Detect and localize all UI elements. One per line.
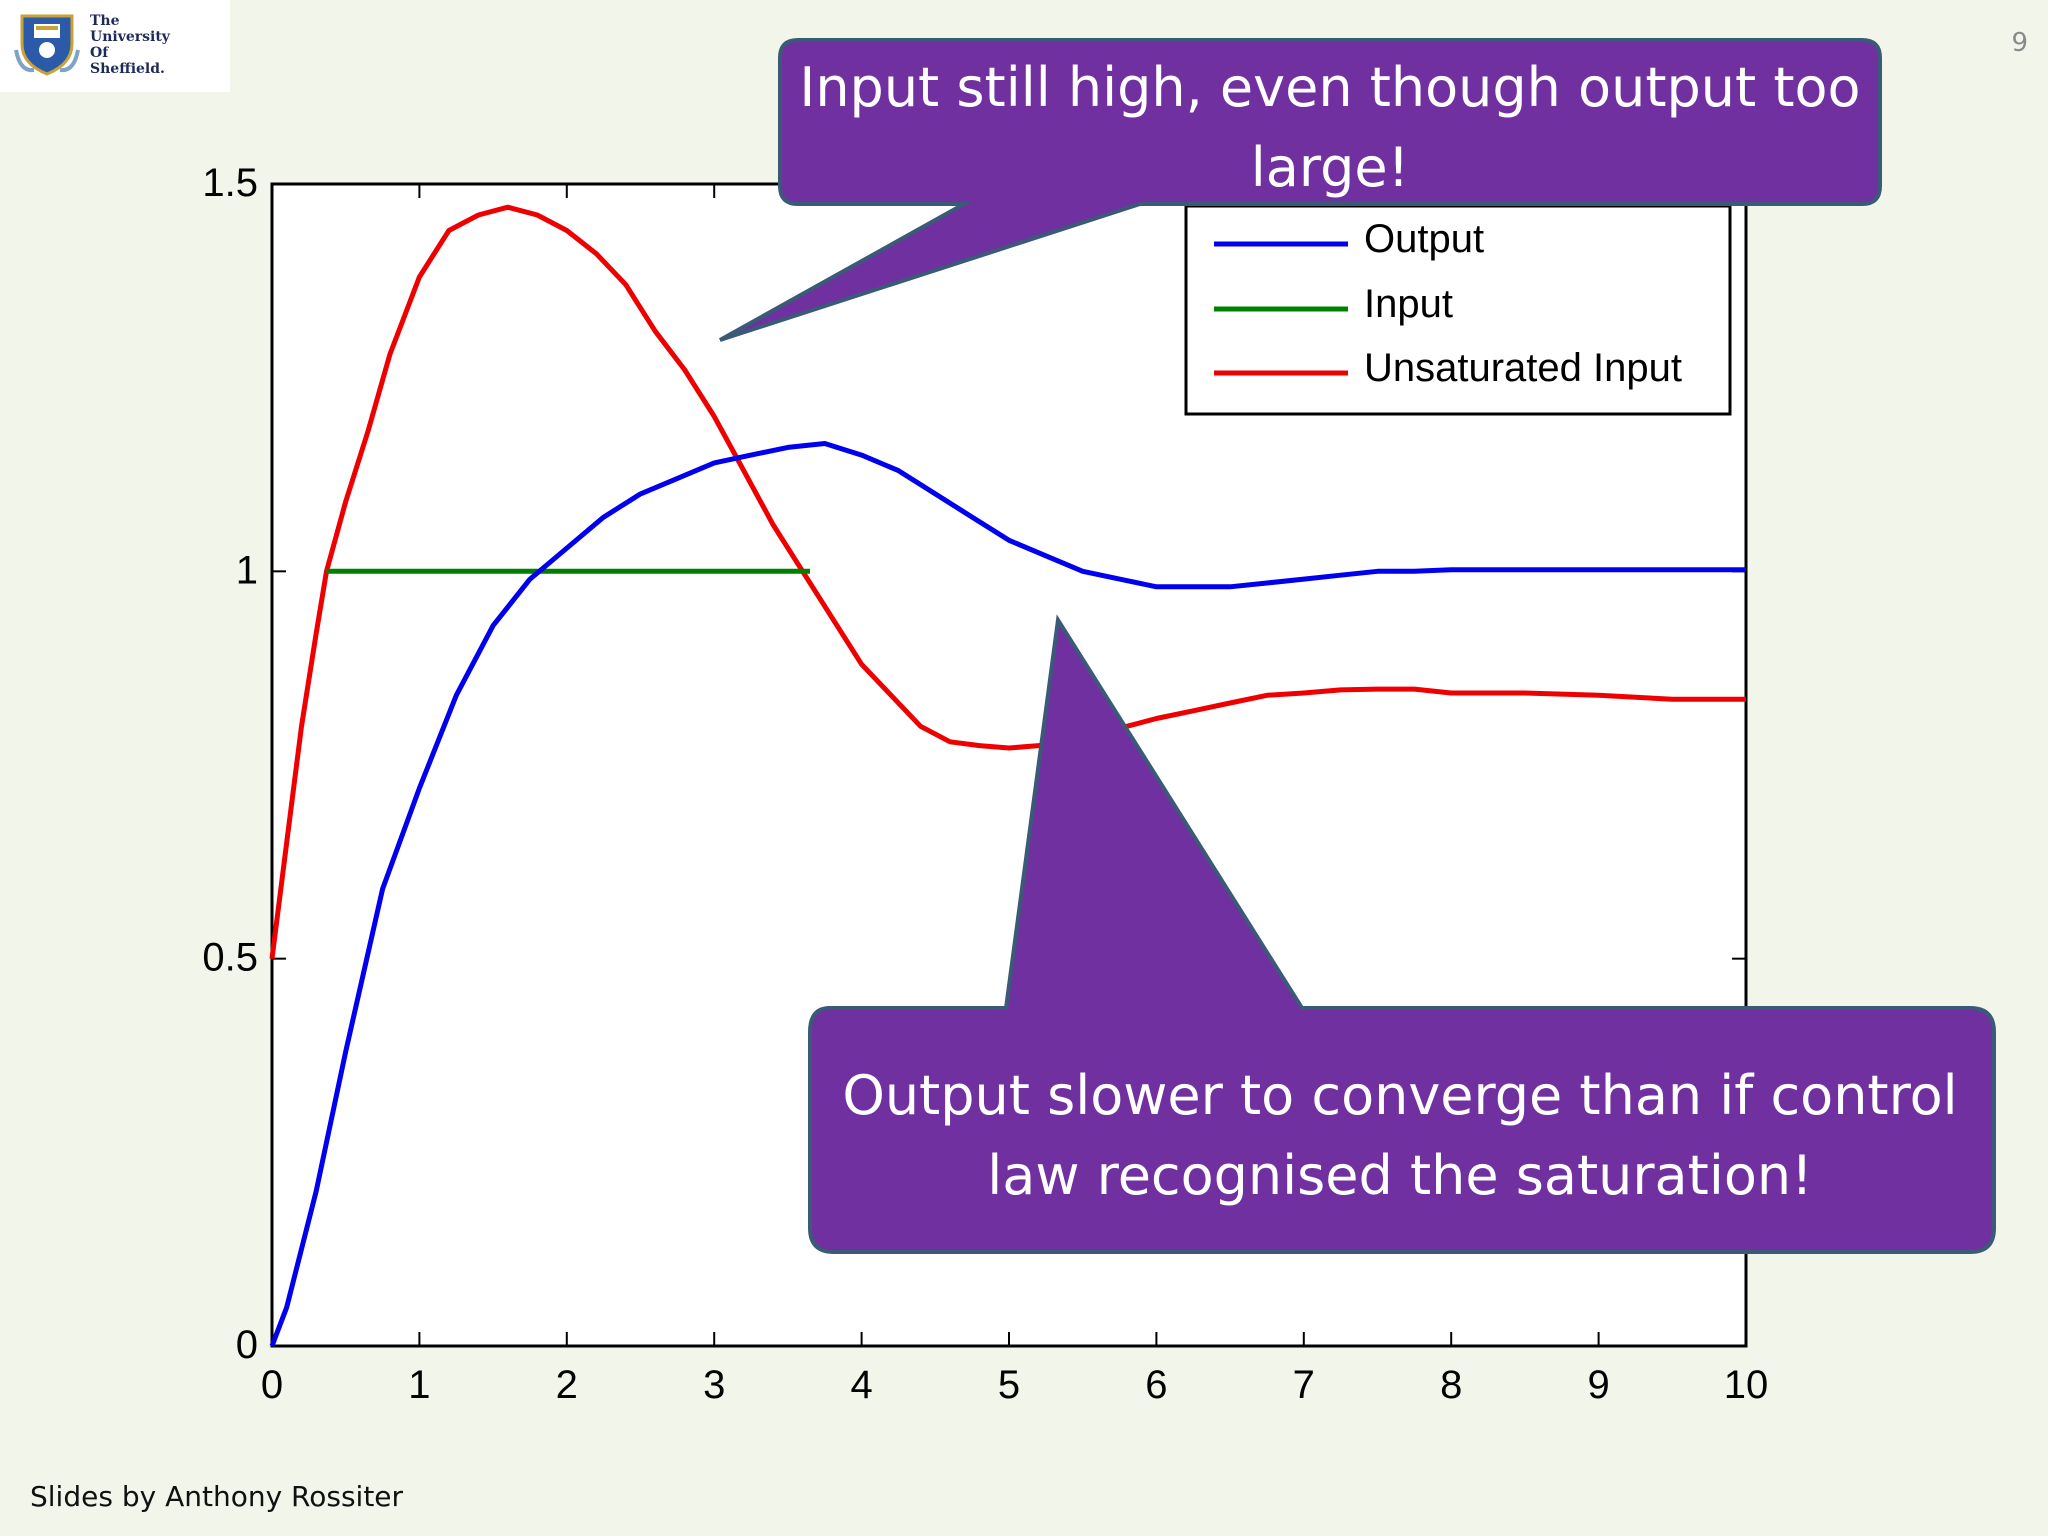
x-tick-label: 1 — [408, 1363, 430, 1407]
university-logo: The University Of Sheffield. — [0, 0, 230, 92]
callout-2-bubble — [808, 614, 1996, 1254]
x-tick-label: 10 — [1724, 1363, 1769, 1407]
logo-line-3: Of — [90, 45, 109, 61]
y-tick-label: 1 — [236, 548, 258, 592]
callout-1-bubble — [719, 38, 1882, 342]
x-tick-label: 2 — [556, 1363, 578, 1407]
footer-credit: Slides by Anthony Rossiter — [30, 1480, 404, 1513]
callout-2-text: Output slower to converge than if contro… — [842, 1064, 1958, 1207]
legend-label-output: Output — [1364, 217, 1484, 261]
series-lines — [269, 204, 1746, 1347]
logo-line-1: The — [90, 13, 120, 29]
legend: Output Input Unsaturated Input — [1184, 204, 1732, 416]
tick-labels: 0 1 2 3 4 5 6 7 8 9 10 0 0.5 1 1.5 — [202, 161, 1768, 1407]
x-tick-label: 3 — [703, 1363, 725, 1407]
x-tick-label: 6 — [1145, 1363, 1167, 1407]
x-tick-label: 8 — [1440, 1363, 1462, 1407]
legend-label-input: Input — [1364, 282, 1453, 326]
logo-wordmark: The University Of Sheffield. — [90, 13, 170, 77]
y-tick-label: 1.5 — [202, 161, 258, 205]
page-number: 9 — [2011, 28, 2028, 58]
series-line-unsaturated-input — [269, 204, 1746, 960]
x-tick-label: 7 — [1293, 1363, 1315, 1407]
y-tick-label: 0.5 — [202, 936, 258, 980]
callout-1-text: Input still high, even though output too… — [799, 56, 1861, 199]
series-line-output — [269, 441, 1746, 1347]
x-tick-label: 5 — [998, 1363, 1020, 1407]
logo-line-4: Sheffield. — [90, 61, 165, 77]
logo-line-2: University — [90, 29, 170, 45]
x-tick-label: 9 — [1587, 1363, 1609, 1407]
y-tick-label: 0 — [236, 1323, 258, 1367]
x-tick-label: 4 — [850, 1363, 872, 1407]
crest-icon — [14, 14, 80, 76]
x-tick-label: 0 — [261, 1363, 283, 1407]
legend-label-unsaturated-input: Unsaturated Input — [1364, 346, 1682, 390]
